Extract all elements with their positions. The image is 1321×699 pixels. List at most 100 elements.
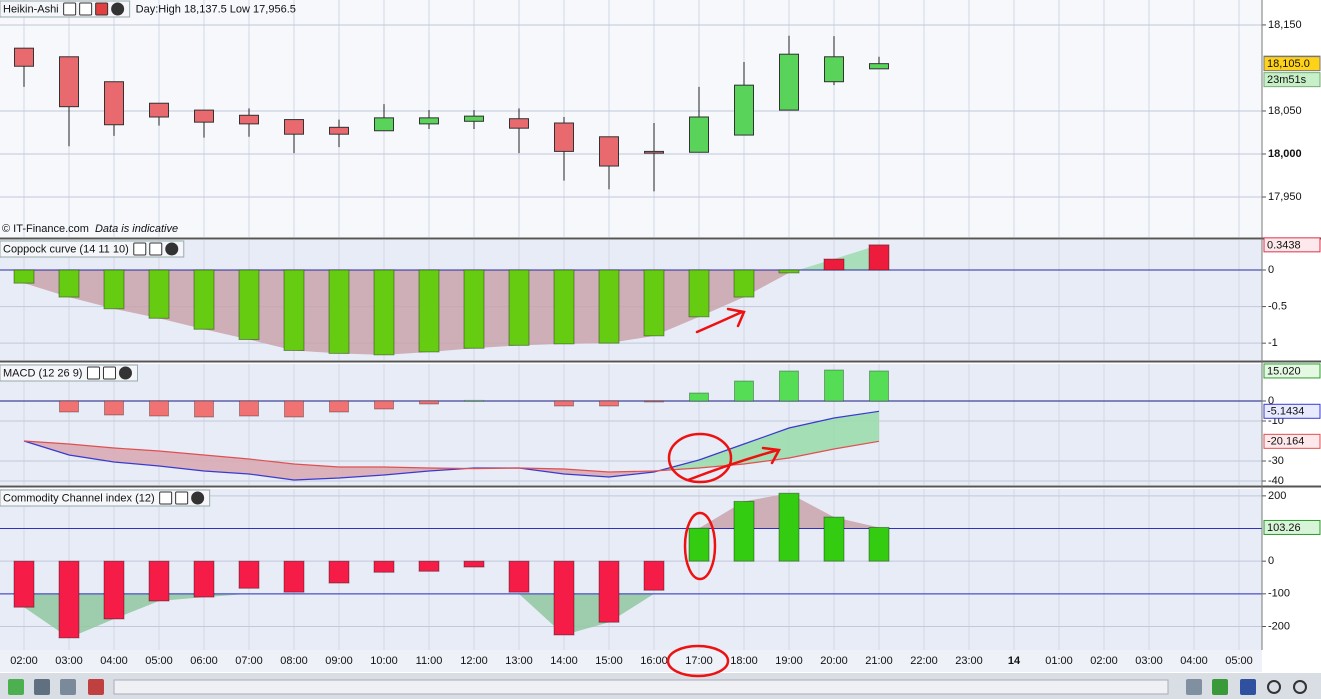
- title-icon[interactable]: [95, 2, 109, 16]
- y-tick-label: -200: [1268, 620, 1290, 632]
- bar: [373, 269, 395, 356]
- area: [834, 244, 879, 270]
- candle-body: [554, 122, 574, 152]
- x-tick-label: 09:00: [325, 655, 353, 667]
- candle-body: [689, 116, 709, 153]
- bar: [463, 269, 485, 349]
- countdown: 23m51s: [1267, 74, 1307, 86]
- area: [609, 593, 654, 623]
- histogram-bar: [104, 400, 124, 416]
- bar: [688, 527, 710, 562]
- macd-line: [23, 410, 880, 481]
- y-tick-label: 17,950: [1268, 191, 1302, 203]
- panel-title: Heikin-Ashi: [3, 3, 59, 15]
- title-icon[interactable]: [63, 2, 77, 16]
- tool-icon[interactable]: [8, 679, 24, 695]
- value-tag: [1263, 519, 1321, 535]
- tool-icon[interactable]: [1240, 679, 1256, 695]
- histogram-bar: [779, 370, 799, 402]
- area: [744, 428, 789, 464]
- bar: [643, 269, 665, 337]
- candle-body: [419, 117, 439, 125]
- title-icon[interactable]: [149, 242, 163, 256]
- area: [114, 448, 159, 466]
- area: [204, 270, 249, 340]
- price-tag-label: 18,105.0: [1267, 58, 1310, 70]
- area: [294, 270, 339, 354]
- title-icon[interactable]: [159, 491, 173, 505]
- bar: [328, 269, 350, 354]
- annotation-circle: [667, 432, 733, 484]
- price-tag: [1263, 56, 1321, 72]
- y-tick-label: 18,050: [1268, 105, 1302, 117]
- x-tick-label: 14:00: [550, 655, 578, 667]
- area: [294, 464, 339, 480]
- histogram-bar: [464, 399, 484, 402]
- bar: [643, 560, 665, 591]
- bar: [283, 269, 305, 351]
- area: [789, 493, 834, 529]
- title-icon[interactable]: [175, 491, 189, 505]
- tool-icon[interactable]: [1186, 679, 1202, 695]
- histogram-bar: [869, 370, 889, 402]
- bar: [148, 560, 170, 602]
- title-icon[interactable]: [102, 366, 116, 380]
- title-icon[interactable]: [111, 2, 125, 16]
- source-note: Data is indicative: [95, 223, 178, 235]
- x-tick-label: 22:00: [910, 655, 938, 667]
- bar: [193, 560, 215, 598]
- tool-icon[interactable]: [34, 679, 50, 695]
- bar: [13, 560, 35, 608]
- zoom-out-icon[interactable]: [1267, 680, 1281, 694]
- title-icon[interactable]: [118, 366, 132, 380]
- histogram-bar: [194, 400, 214, 418]
- title-icon[interactable]: [191, 491, 205, 505]
- area: [24, 593, 69, 638]
- x-tick-label: 04:00: [100, 655, 128, 667]
- area: [69, 593, 114, 638]
- tool-icon[interactable]: [1212, 679, 1228, 695]
- area: [429, 270, 474, 352]
- area: [114, 270, 159, 319]
- source: © IT-Finance.com: [2, 223, 89, 235]
- area: [609, 270, 654, 344]
- bar: [508, 560, 530, 593]
- panel-background: [0, 0, 1262, 237]
- bar: [418, 560, 440, 572]
- area: [474, 270, 519, 349]
- hand-annotations: [666, 307, 781, 678]
- annotation-circle: [683, 511, 717, 581]
- countdown-box: [1263, 72, 1321, 88]
- candle-body: [509, 118, 529, 129]
- title-icon[interactable]: [79, 2, 93, 16]
- histogram-bar: [374, 400, 394, 410]
- title-icon[interactable]: [133, 242, 147, 256]
- area: [249, 270, 294, 351]
- area: [24, 270, 69, 298]
- x-tick-label: 14: [1008, 655, 1021, 667]
- y-tick-label: 0: [1268, 555, 1274, 567]
- candle-body: [644, 150, 664, 154]
- x-tick-label: 20:00: [820, 655, 848, 667]
- candle-body: [779, 53, 799, 111]
- area: [204, 455, 249, 474]
- y-tick-label: -30: [1268, 455, 1284, 467]
- candle-body: [194, 109, 214, 123]
- bar: [103, 269, 125, 310]
- candle-body: [599, 136, 619, 167]
- histogram-bar: [284, 400, 304, 418]
- title-icon[interactable]: [165, 242, 179, 256]
- area: [699, 270, 744, 317]
- title-icon[interactable]: [86, 366, 100, 380]
- tool-icon[interactable]: [88, 679, 104, 695]
- scrollbar[interactable]: [113, 679, 1169, 695]
- x-tick-label: 21:00: [865, 655, 893, 667]
- candle-body: [104, 81, 124, 126]
- histogram-bar: [734, 380, 754, 402]
- zoom-in-icon[interactable]: [1293, 680, 1307, 694]
- x-axis-strip: [0, 650, 1262, 672]
- tool-icon[interactable]: [60, 679, 76, 695]
- bar: [778, 269, 800, 274]
- y-tick-label: 200: [1268, 490, 1286, 502]
- x-tick-label: 04:00: [1180, 655, 1208, 667]
